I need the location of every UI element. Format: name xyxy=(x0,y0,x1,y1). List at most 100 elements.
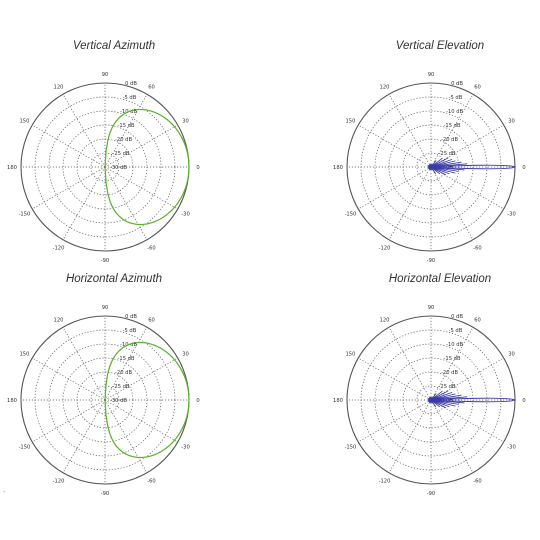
grid-spoke xyxy=(32,357,106,401)
angle-tick-label: 90 xyxy=(102,72,109,78)
angle-tick-label: 30 xyxy=(508,119,515,125)
angle-tick-label: 180 xyxy=(7,165,17,171)
grid-spoke xyxy=(104,166,178,210)
grid-spoke xyxy=(388,327,432,401)
grid-spoke xyxy=(388,94,432,168)
angle-tick-label: 90 xyxy=(102,305,109,311)
angle-tick-label: -150 xyxy=(19,445,31,451)
angle-tick-label: 60 xyxy=(148,317,155,323)
stray-mark: - xyxy=(3,488,6,496)
grid-spoke xyxy=(104,166,148,240)
grid-ring xyxy=(374,110,488,224)
grid-spoke xyxy=(358,124,432,168)
grid-spoke xyxy=(430,327,474,401)
grid-spoke xyxy=(388,166,432,240)
radial-tick-label: -15 dB xyxy=(118,356,135,362)
angle-tick-label: -120 xyxy=(53,479,65,485)
angle-tick-label: 180 xyxy=(333,398,343,404)
angle-tick-label: 30 xyxy=(508,352,515,358)
grid-spoke xyxy=(430,357,504,401)
radial-tick-label: -15 dB xyxy=(444,123,461,129)
grid-spoke xyxy=(358,357,432,401)
grid-spoke xyxy=(388,399,432,473)
grid-ring xyxy=(90,152,120,182)
radial-tick-label: 0 dB xyxy=(125,81,137,87)
angle-tick-label: 0 xyxy=(196,165,199,171)
angle-tick-label: 120 xyxy=(380,84,390,90)
angle-tick-label: 120 xyxy=(380,317,390,323)
radial-tick-label: -20 dB xyxy=(441,137,458,143)
angle-tick-label: 0 xyxy=(522,165,525,171)
angle-tick-label: 90 xyxy=(428,305,435,311)
radial-tick-label: -10 dB xyxy=(446,109,463,115)
center-cluster xyxy=(428,164,434,170)
angle-tick-label: 150 xyxy=(20,352,30,358)
radial-tick-label: 0 dB xyxy=(451,81,463,87)
angle-tick-label: 180 xyxy=(333,165,343,171)
angle-tick-label: 60 xyxy=(474,84,481,90)
grid-spoke xyxy=(430,399,474,473)
radial-tick-label: -10 dB xyxy=(446,342,463,348)
angle-tick-label: -30 xyxy=(181,445,189,451)
radial-tick-label: -20 dB xyxy=(441,370,458,376)
polar-chart-vertical-azimuth: Vertical Azimuth 0 30 60 90 120 150 180 -150 -12… xyxy=(4,40,224,280)
polar-plot: 0 30 60 90 120 150 180 -150 -120 -90 -60 -30 0 dB -5 … xyxy=(7,305,200,497)
grid-spoke xyxy=(430,124,504,168)
chart-title: Horizontal Elevation xyxy=(388,273,492,285)
radial-tick-label: -20 dB xyxy=(115,137,132,143)
radial-tick-label: -5 dB xyxy=(449,328,463,334)
angle-tick-label: 120 xyxy=(54,317,64,323)
angle-tick-label: -30 xyxy=(181,212,189,218)
angle-tick-label: 60 xyxy=(474,317,481,323)
grid-spoke xyxy=(430,166,504,210)
grid-spoke xyxy=(104,399,178,443)
main-lobe xyxy=(430,397,516,403)
radial-tick-label: -5 dB xyxy=(123,328,137,334)
grid-spoke xyxy=(430,166,474,240)
grid-spoke xyxy=(104,124,178,168)
chart-title: Vertical Elevation xyxy=(395,40,485,52)
radial-tick-label: -30 dB xyxy=(110,398,127,404)
polar-chart-vertical-elevation: Vertical Elevation 0 30 60 90 120 150 180 -150 -… xyxy=(330,40,540,280)
grid-spoke xyxy=(32,166,106,210)
angle-tick-label: -150 xyxy=(345,212,357,218)
angle-tick-label: 120 xyxy=(54,84,64,90)
grid-spoke xyxy=(62,94,106,168)
angle-tick-label: 180 xyxy=(7,398,17,404)
grid-spoke xyxy=(358,166,432,210)
grid-ring xyxy=(416,385,446,415)
grid-spoke xyxy=(358,399,432,443)
grid-ring xyxy=(48,343,162,457)
grid-ring xyxy=(374,343,488,457)
chart-title: Horizontal Azimuth xyxy=(65,273,163,285)
angle-tick-label: -60 xyxy=(473,246,481,252)
angle-tick-label: -150 xyxy=(345,445,357,451)
radial-tick-label: 0 dB xyxy=(451,314,463,320)
radial-tick-label: -30 dB xyxy=(110,165,127,171)
polar-chart-horizontal-elevation: Horizontal Elevation 0 30 60 90 120 150 180 -15… xyxy=(330,273,540,513)
radial-tick-label: -20 dB xyxy=(115,370,132,376)
angle-tick-label: 0 xyxy=(522,398,525,404)
grid-spoke xyxy=(62,399,106,473)
angle-tick-label: -60 xyxy=(473,479,481,485)
angle-tick-label: 30 xyxy=(182,352,189,358)
angle-tick-label: 60 xyxy=(148,84,155,90)
angle-tick-label: 90 xyxy=(428,72,435,78)
radial-tick-label: -25 dB xyxy=(439,151,456,157)
angle-tick-label: -60 xyxy=(147,479,155,485)
polar-plot: 0 30 60 90 120 150 180 -150 -120 -90 -60 -30 0 dB -5 … xyxy=(7,72,200,264)
angle-tick-label: -150 xyxy=(19,212,31,218)
center-cluster xyxy=(428,397,434,403)
grid-spoke xyxy=(430,399,504,443)
radial-tick-label: -15 dB xyxy=(444,356,461,362)
polar-plot: 0 30 60 90 120 150 180 -150 -120 -90 -60 -30 0 dB -5 … xyxy=(333,305,526,497)
angle-tick-label: 0 xyxy=(196,398,199,404)
radial-tick-label: -5 dB xyxy=(123,95,137,101)
chart-title: Vertical Azimuth xyxy=(72,40,156,52)
angle-tick-label: 150 xyxy=(346,119,356,125)
grid-ring xyxy=(90,385,120,415)
main-lobe xyxy=(430,164,516,170)
grid-spoke xyxy=(62,327,106,401)
grid-spoke xyxy=(32,399,106,443)
grid-spoke xyxy=(104,357,178,401)
